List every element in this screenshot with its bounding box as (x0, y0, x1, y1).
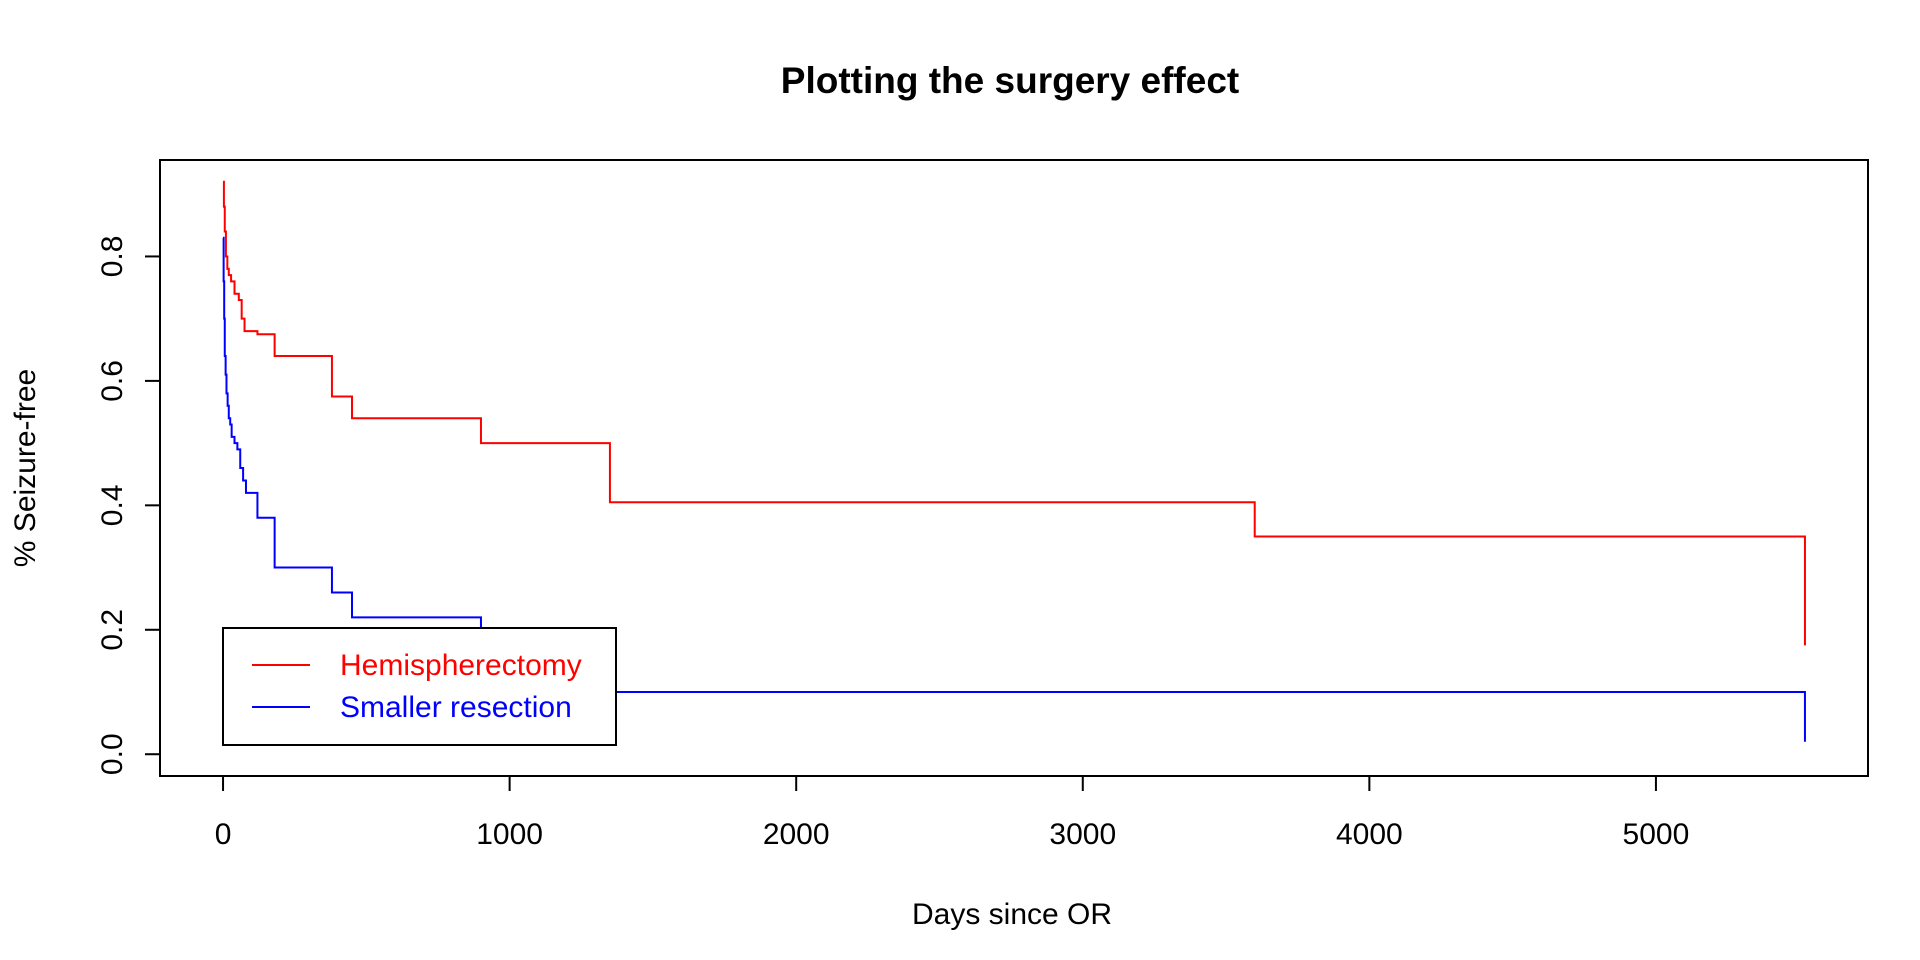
x-tick-label: 0 (215, 818, 232, 851)
y-tick-label: 0.6 (96, 360, 129, 402)
x-tick-label: 5000 (1623, 818, 1690, 851)
series-line-1 (222, 180, 1806, 646)
x-tick-label: 3000 (1049, 818, 1116, 851)
y-tick-label: 0.4 (96, 484, 129, 526)
y-tick-label: 0.8 (96, 236, 129, 278)
x-tick-label: 2000 (763, 818, 830, 851)
legend-label: Hemispherectomy (340, 649, 582, 682)
y-tick-label: 0.2 (96, 609, 129, 651)
x-tick-label: 1000 (476, 818, 543, 851)
x-axis: 0 1000 2000 3000 4000 5000 (215, 775, 1690, 851)
series-line-2 (222, 236, 1806, 742)
legend: Hemispherectomy Smaller resection (222, 627, 617, 746)
series-layer (222, 180, 1806, 742)
y-axis: 0.0 0.2 0.4 0.6 0.8 (96, 236, 161, 775)
legend-entries: Hemispherectomy Smaller resection (252, 649, 582, 724)
legend-label: Smaller resection (340, 691, 572, 724)
x-axis-title: Days since OR (912, 898, 1112, 931)
x-tick-label: 4000 (1336, 818, 1403, 851)
y-tick-label: 0.0 (96, 733, 129, 775)
y-axis-title: % Seizure-free (9, 369, 42, 567)
legend-box (222, 627, 617, 746)
chart-title: Plotting the surgery effect (781, 60, 1239, 101)
